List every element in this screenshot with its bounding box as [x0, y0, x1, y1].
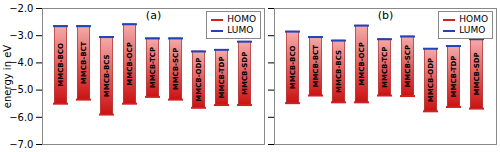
svg-text:MMCB-TDP: MMCB-TDP	[450, 56, 458, 98]
svg-text:MMCB-TDP: MMCB-TDP	[218, 56, 226, 98]
html-text:HOMO: HOMO	[459, 14, 488, 24]
svg-text:MMCB-BCO: MMCB-BCO	[289, 45, 297, 89]
svg-text:−7.0: −7.0	[9, 139, 33, 150]
svg-text:−3.0: −3.0	[9, 30, 33, 41]
html-text:HOMO: HOMO	[227, 14, 256, 24]
svg-text:−2.0: −2.0	[9, 3, 33, 14]
svg-text:MMCB-BCT: MMCB-BCT	[80, 41, 88, 84]
svg-text:MMCB-BCS: MMCB-BCS	[335, 50, 343, 93]
svg-text:MMCB-ODP: MMCB-ODP	[427, 58, 435, 102]
html-text:LUMO: LUMO	[227, 25, 254, 35]
svg-text:(b): (b)	[378, 9, 394, 22]
html-text:LUMO: LUMO	[459, 25, 486, 35]
svg-text:MMCB-TCP: MMCB-TCP	[149, 47, 157, 88]
svg-text:−6.0: −6.0	[9, 112, 33, 123]
svg-text:MMCB-OCP: MMCB-OCP	[358, 42, 366, 86]
svg-text:−5.0: −5.0	[9, 84, 33, 95]
svg-text:MMCB-OCP: MMCB-OCP	[126, 42, 134, 86]
svg-text:MMCB-BCT: MMCB-BCT	[312, 45, 320, 88]
svg-text:MMCB-SCP: MMCB-SCP	[172, 48, 180, 91]
svg-text:MMCB-SDP: MMCB-SDP	[473, 52, 481, 95]
svg-text:MMCB-ODP: MMCB-ODP	[195, 58, 203, 102]
svg-text:MMCB-BCO: MMCB-BCO	[57, 43, 65, 87]
svg-text:MMCB-SDP: MMCB-SDP	[241, 52, 249, 95]
svg-text:energy in eV: energy in eV	[2, 45, 13, 108]
svg-text:−4.0: −4.0	[9, 57, 33, 68]
svg-text:MMCB-TCP: MMCB-TCP	[381, 47, 389, 88]
svg-text:(a): (a)	[146, 9, 161, 22]
svg-text:MMCB-BCS: MMCB-BCS	[103, 54, 111, 97]
svg-text:MMCB-SCP: MMCB-SCP	[404, 45, 412, 88]
